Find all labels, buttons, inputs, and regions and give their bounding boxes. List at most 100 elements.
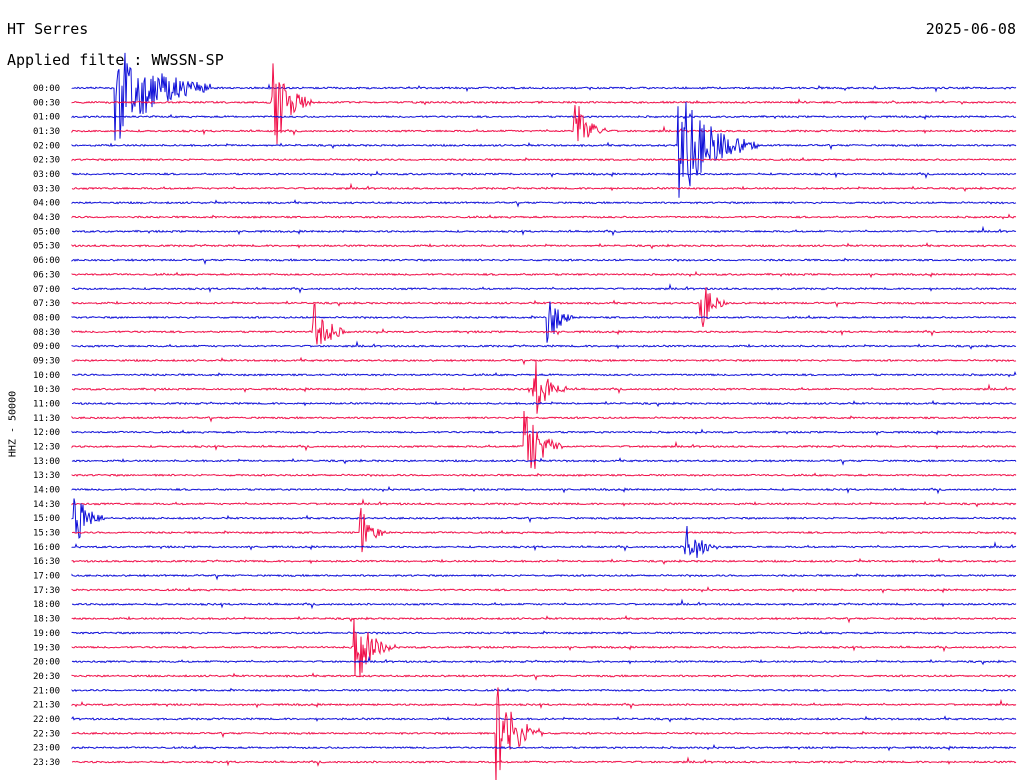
seismic-trace	[71, 498, 1017, 539]
seismic-trace	[71, 302, 1017, 345]
time-label: 22:00	[33, 715, 60, 725]
time-label: 16:30	[33, 557, 60, 567]
time-label: 19:30	[33, 643, 60, 653]
seismic-trace	[71, 356, 1017, 366]
seismic-trace	[71, 415, 1017, 423]
seismic-trace	[71, 199, 1017, 208]
time-label: 14:30	[33, 500, 60, 510]
time-label: 00:30	[33, 98, 60, 108]
seismic-trace	[71, 525, 1017, 558]
seismic-trace	[71, 630, 1017, 635]
time-label: 05:30	[33, 242, 60, 252]
time-label: 10:30	[33, 385, 60, 395]
time-label: 19:00	[33, 629, 60, 639]
seismic-trace	[71, 687, 1017, 693]
time-label: 07:30	[33, 299, 60, 309]
time-label: 14:00	[33, 486, 60, 496]
time-label: 06:00	[33, 256, 60, 266]
seismic-trace	[71, 507, 1017, 553]
seismic-trace	[71, 614, 1016, 624]
seismic-trace	[71, 287, 1017, 327]
time-label: 13:00	[33, 457, 60, 467]
time-label: 04:30	[33, 213, 60, 223]
time-label: 12:00	[33, 428, 60, 438]
seismic-trace	[71, 598, 1017, 610]
seismic-trace	[71, 756, 1017, 767]
time-label: 15:00	[33, 514, 60, 524]
time-label: 16:00	[33, 543, 60, 553]
time-label: 20:30	[33, 672, 60, 682]
seismic-trace	[71, 687, 1017, 780]
seismic-trace	[71, 485, 1017, 495]
seismic-trace	[71, 182, 1017, 193]
time-label: 04:00	[33, 199, 60, 209]
seismic-trace	[71, 743, 1017, 752]
seismic-trace	[71, 63, 1017, 145]
seismic-trace	[71, 52, 1017, 141]
seismic-trace	[71, 156, 1017, 162]
seismic-trace	[71, 301, 1017, 343]
time-label: 01:00	[33, 113, 60, 123]
time-label: 02:30	[33, 156, 60, 166]
time-label: 08:00	[33, 313, 60, 323]
seismic-trace	[71, 410, 1017, 469]
seismic-trace	[71, 498, 1017, 508]
time-label: 11:00	[33, 399, 60, 409]
time-label: 01:30	[33, 127, 60, 137]
time-label: 00:00	[33, 84, 60, 94]
seismic-trace	[71, 586, 1017, 594]
seismic-trace	[71, 672, 1017, 681]
time-label: 13:30	[33, 471, 60, 481]
time-label: 17:30	[33, 586, 60, 596]
time-label: 18:00	[33, 600, 60, 610]
seismic-trace	[71, 242, 1017, 250]
seismic-trace	[72, 371, 1017, 378]
time-label: 03:30	[33, 184, 60, 194]
time-label: 22:30	[33, 729, 60, 739]
seismic-trace	[71, 428, 1017, 436]
time-label: 18:30	[33, 615, 60, 625]
time-label: 09:30	[33, 356, 60, 366]
seismic-trace	[71, 715, 1017, 723]
seismic-trace	[71, 112, 1017, 121]
seismic-trace	[71, 105, 1017, 142]
time-label: 21:30	[33, 701, 60, 711]
seismic-trace	[71, 361, 1017, 414]
filter-label: Applied filte : WWSSN-SP	[7, 51, 224, 69]
time-label: 20:00	[33, 658, 60, 668]
time-label: 06:30	[33, 270, 60, 280]
date-label: 2025-06-08	[925, 20, 1016, 38]
station-name: HT Serres	[7, 20, 89, 38]
time-label: 09:00	[33, 342, 60, 352]
seismic-trace	[71, 655, 1017, 666]
time-label: 10:00	[33, 371, 60, 381]
time-label: 05:00	[33, 227, 60, 237]
time-label: 23:30	[33, 758, 60, 768]
time-label: 12:30	[33, 443, 60, 453]
seismic-trace	[71, 698, 1017, 710]
time-label: 08:30	[33, 328, 60, 338]
time-label: 03:00	[33, 170, 60, 180]
time-label: 11:30	[33, 414, 60, 424]
seismic-trace	[71, 170, 1017, 179]
time-label: 23:00	[33, 744, 60, 754]
time-label: 21:00	[33, 686, 60, 696]
seismic-trace	[71, 573, 1017, 581]
seismic-trace	[71, 270, 1017, 279]
seismic-trace	[71, 557, 1017, 565]
seismic-trace	[71, 283, 1017, 294]
seismic-trace	[71, 225, 1017, 237]
time-label: 02:00	[33, 141, 60, 151]
time-label: 15:30	[33, 529, 60, 539]
seismic-trace	[71, 618, 1017, 678]
seismic-trace	[71, 457, 1017, 466]
seismic-trace	[71, 213, 1017, 220]
seismic-trace	[71, 399, 1017, 408]
time-label: 07:00	[33, 285, 60, 295]
seismic-trace	[71, 101, 1017, 198]
time-label: 17:00	[33, 572, 60, 582]
seismic-trace	[71, 257, 1017, 265]
seismic-trace	[71, 340, 1017, 350]
seismic-trace	[71, 472, 1017, 478]
